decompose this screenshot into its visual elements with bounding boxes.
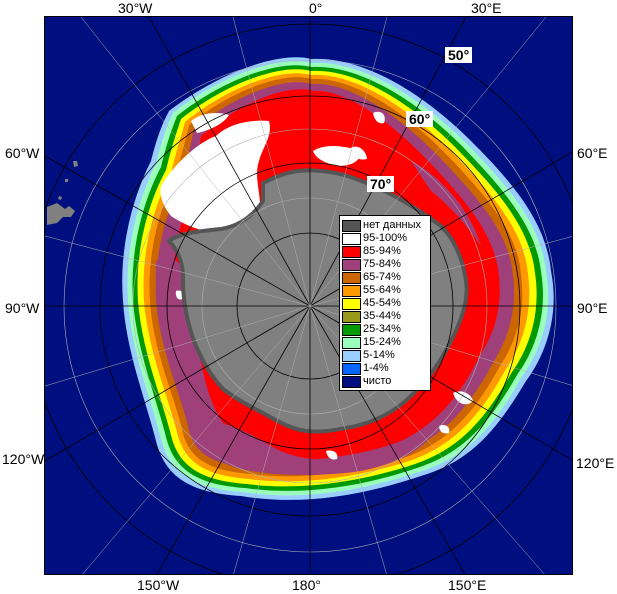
legend-swatch <box>342 284 361 297</box>
legend-swatch <box>342 245 361 258</box>
map-panel: 50° 60° 70° <box>44 16 573 575</box>
legend-item: 65-74% <box>342 271 428 284</box>
lon-label-0: 0° <box>309 0 323 16</box>
legend-label: 65-74% <box>363 271 401 283</box>
lon-label-60w: 60°W <box>5 145 40 161</box>
legend-swatch <box>342 336 361 349</box>
lat-label-70: 70° <box>367 176 395 192</box>
legend-swatch <box>342 310 361 323</box>
lon-label-60e: 60°E <box>577 145 608 161</box>
legend-label: чисто <box>363 375 392 387</box>
lon-label-120e: 120°E <box>576 455 615 471</box>
lon-label-90w: 90°W <box>5 300 40 316</box>
legend-label: 25-34% <box>363 323 401 335</box>
lon-label-30w: 30°W <box>118 0 153 16</box>
legend-label: 35-44% <box>363 310 401 322</box>
legend-item: 1-4% <box>342 362 428 375</box>
sea-ice-map <box>45 17 572 574</box>
legend-item: чисто <box>342 375 428 388</box>
legend-item: 25-34% <box>342 323 428 336</box>
lon-label-150e: 150°E <box>448 577 487 593</box>
lon-label-30e: 30°E <box>471 0 502 16</box>
legend-item: 35-44% <box>342 310 428 323</box>
legend-label: 75-84% <box>363 258 401 270</box>
legend-label: 95-100% <box>363 232 408 244</box>
legend-swatch <box>342 271 361 284</box>
legend-item: 5-14% <box>342 349 428 362</box>
legend-item: 95-100% <box>342 232 428 245</box>
legend-item: 75-84% <box>342 258 428 271</box>
lon-label-120w: 120°W <box>2 451 45 467</box>
legend-item: 15-24% <box>342 336 428 349</box>
lon-label-150w: 150°W <box>137 577 180 593</box>
legend-swatch <box>342 375 361 388</box>
legend-item: 45-54% <box>342 297 428 310</box>
lon-label-90e: 90°E <box>577 300 608 316</box>
legend-swatch <box>342 323 361 336</box>
legend-swatch <box>342 232 361 245</box>
ice-zone-95-100 <box>160 111 473 460</box>
legend-swatch <box>342 258 361 271</box>
legend-swatch <box>342 297 361 310</box>
legend-label: 45-54% <box>363 297 401 309</box>
lon-label-180: 180° <box>292 577 321 593</box>
legend-label: 5-14% <box>363 349 395 361</box>
legend: нет данных 95-100% 85-94% 75-84% 65-74% 55-64… <box>339 215 431 391</box>
lat-label-60: 60° <box>406 111 434 127</box>
legend-label: 1-4% <box>363 362 389 374</box>
legend-label: 15-24% <box>363 336 401 348</box>
legend-label: 55-64% <box>363 284 401 296</box>
legend-item: нет данных <box>342 219 428 232</box>
legend-label: 85-94% <box>363 245 401 257</box>
legend-label: нет данных <box>363 219 422 231</box>
legend-item: 55-64% <box>342 284 428 297</box>
legend-swatch <box>342 219 361 232</box>
legend-swatch <box>342 349 361 362</box>
legend-item: 85-94% <box>342 245 428 258</box>
lat-label-50: 50° <box>445 47 473 63</box>
south-america-land <box>47 161 78 225</box>
legend-swatch <box>342 362 361 375</box>
